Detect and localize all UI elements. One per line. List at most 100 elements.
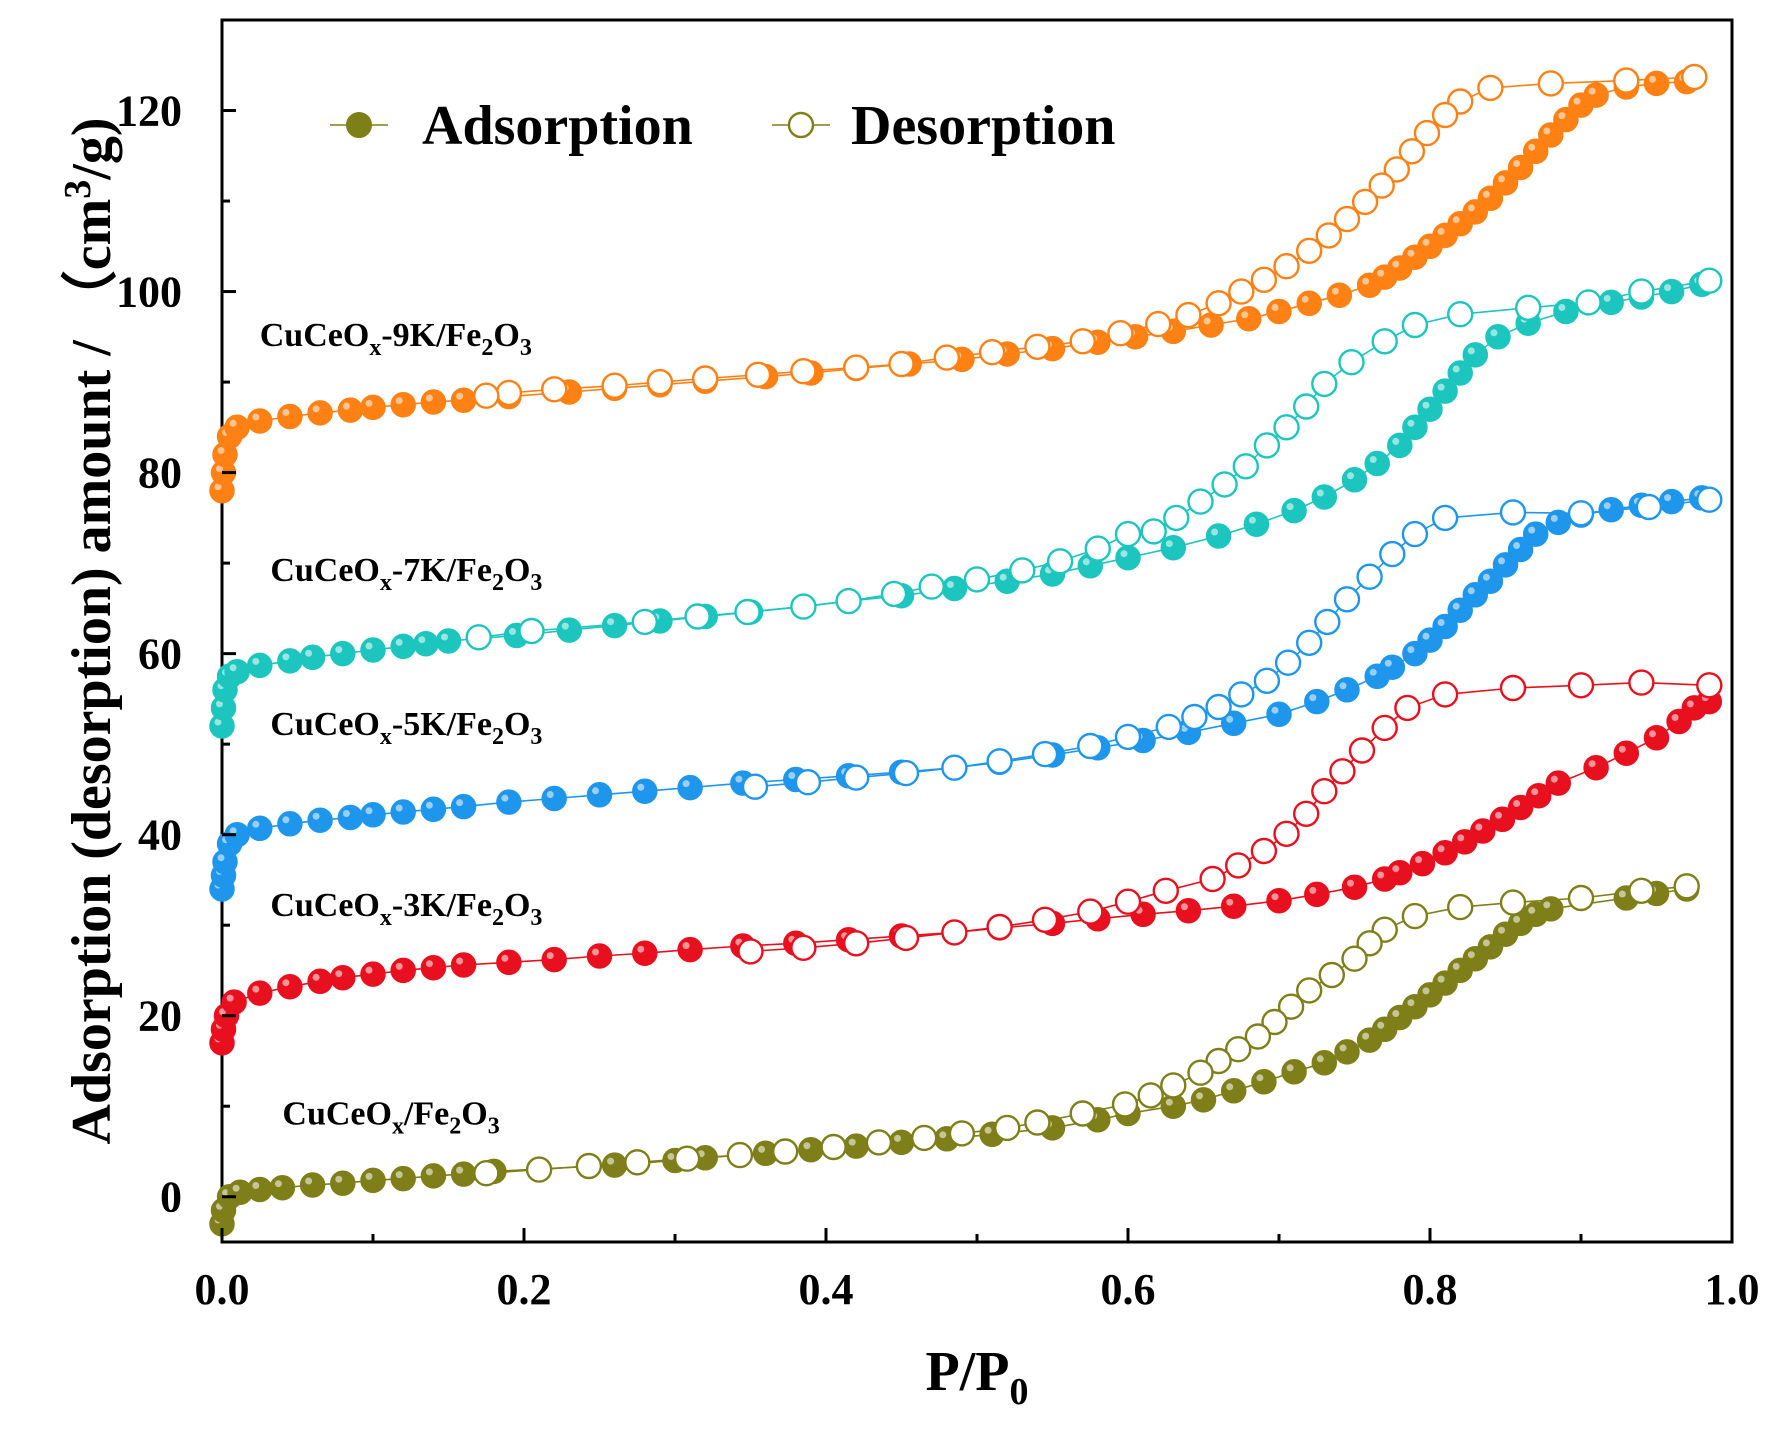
desorption-point bbox=[1567, 672, 1595, 699]
adsorption-point-highlight bbox=[1482, 573, 1490, 581]
adsorption-point-highlight bbox=[252, 657, 260, 665]
desorption-point bbox=[734, 598, 761, 626]
adsorption-point bbox=[450, 793, 477, 820]
series-label-subscript: 2 bbox=[481, 335, 493, 361]
adsorption-point-highlight bbox=[1415, 856, 1422, 864]
desorption-point bbox=[1681, 63, 1708, 91]
series-label: CuCeOx/Fe2O3 bbox=[282, 1095, 499, 1139]
series-label-text: CuCeO bbox=[260, 317, 370, 354]
x-tick-label: 1.0 bbox=[1705, 1265, 1760, 1314]
desorption-point bbox=[1368, 172, 1395, 199]
adsorption-point bbox=[1243, 511, 1270, 537]
series-group bbox=[209, 873, 1700, 1237]
adsorption-point bbox=[330, 1170, 356, 1196]
desorption-point bbox=[1696, 672, 1723, 699]
adsorption-point bbox=[601, 1152, 628, 1178]
desorption-point bbox=[1696, 486, 1723, 513]
adsorption-point bbox=[1522, 521, 1549, 547]
adsorption-point-highlight bbox=[1686, 700, 1694, 708]
adsorption-point-highlight bbox=[1369, 668, 1377, 676]
adsorption-point-highlight bbox=[1316, 1055, 1324, 1063]
desorption-point bbox=[1077, 898, 1104, 925]
adsorption-point-highlight bbox=[682, 780, 690, 788]
adsorption-point bbox=[337, 397, 364, 423]
desorption-point bbox=[1311, 778, 1338, 805]
adsorption-point bbox=[360, 637, 386, 663]
desorption-point bbox=[1446, 301, 1474, 328]
adsorption-point-highlight bbox=[395, 804, 403, 812]
adsorption-point-highlight bbox=[894, 1134, 901, 1142]
adsorption-point-highlight bbox=[312, 973, 320, 981]
adsorption-point bbox=[360, 961, 386, 987]
legend-desorption-marker bbox=[787, 111, 815, 139]
adsorption-point-highlight bbox=[1482, 190, 1490, 198]
desorption-point bbox=[835, 587, 862, 615]
adsorption-point-highlight bbox=[456, 799, 464, 807]
adsorption-point-highlight bbox=[1550, 514, 1558, 522]
desorption-point bbox=[1273, 253, 1300, 280]
desorption-point bbox=[790, 593, 817, 620]
adsorption-point-highlight bbox=[312, 405, 320, 413]
adsorption-point bbox=[435, 628, 462, 654]
series-label-subscript: 2 bbox=[492, 905, 504, 931]
adsorption-point-highlight bbox=[984, 1126, 992, 1134]
adsorption-point bbox=[299, 1172, 326, 1198]
adsorption-point-highlight bbox=[1457, 834, 1465, 842]
adsorption-point bbox=[556, 617, 583, 643]
series-layer: CuCeOx/Fe2O3CuCeOx-3K/Fe2O3CuCeOx-5K/Fe2… bbox=[209, 63, 1723, 1237]
desorption-point bbox=[1477, 74, 1504, 102]
series-label-text: -7K/Fe bbox=[392, 552, 492, 589]
adsorption-point-highlight bbox=[1475, 823, 1483, 831]
adsorption-point bbox=[390, 957, 416, 984]
adsorption-point-highlight bbox=[1271, 893, 1279, 901]
adsorption-point bbox=[307, 400, 333, 426]
desorption-point bbox=[843, 354, 870, 381]
desorption-point bbox=[1211, 471, 1238, 498]
desorption-point bbox=[1398, 138, 1426, 165]
desorption-point bbox=[1499, 889, 1527, 916]
desorption-point bbox=[1401, 520, 1429, 548]
desorption-point bbox=[1031, 740, 1059, 768]
desorption-point bbox=[1187, 1059, 1214, 1086]
adsorption-point-highlight bbox=[1618, 890, 1626, 898]
adsorption-point-highlight bbox=[1452, 602, 1460, 610]
adsorption-point bbox=[1220, 893, 1247, 919]
adsorption-point bbox=[1266, 887, 1292, 914]
desorption-point bbox=[978, 339, 1006, 366]
desorption-point bbox=[888, 350, 915, 378]
legend-desorption-label: Desorption bbox=[851, 95, 1115, 157]
plot-area: CuCeOx/Fe2O3CuCeOx-3K/Fe2O3CuCeOx-5K/Fe2… bbox=[209, 18, 1734, 1244]
adsorption-point bbox=[1485, 324, 1511, 350]
series-label: CuCeOx-3K/Fe2O3 bbox=[270, 887, 542, 931]
adsorption-point-highlight bbox=[667, 1153, 675, 1160]
adsorption-point bbox=[1643, 725, 1670, 751]
desorption-point bbox=[1318, 961, 1346, 989]
desorption-point bbox=[986, 913, 1013, 941]
adsorption-point-highlight bbox=[1467, 587, 1475, 595]
adsorption-point-highlight bbox=[214, 718, 222, 726]
adsorption-point bbox=[1545, 509, 1572, 536]
adsorption-point-highlight bbox=[1437, 383, 1445, 391]
adsorption-point bbox=[277, 648, 303, 674]
desorption-point bbox=[1144, 310, 1172, 338]
adsorption-point-highlight bbox=[607, 1157, 615, 1165]
adsorption-point bbox=[247, 408, 273, 434]
adsorption-point-highlight bbox=[216, 700, 223, 708]
series-label-subscript: 3 bbox=[488, 1113, 500, 1139]
adsorption-point bbox=[632, 778, 658, 804]
adsorption-point-highlight bbox=[1377, 871, 1385, 879]
desorption-point bbox=[1401, 902, 1429, 930]
y-tick-label: 40 bbox=[138, 811, 182, 860]
adsorption-point-highlight bbox=[441, 633, 448, 641]
desorption-point bbox=[892, 924, 920, 952]
adsorption-point-highlight bbox=[1422, 238, 1430, 246]
x-tick-label: 0.0 bbox=[195, 1265, 250, 1314]
adsorption-point bbox=[277, 973, 303, 1000]
adsorption-point bbox=[420, 1163, 447, 1189]
desorption-point bbox=[1273, 414, 1300, 441]
desorption-point bbox=[1137, 1082, 1164, 1109]
desorption-point bbox=[473, 382, 500, 409]
series-label-subscript: 3 bbox=[520, 335, 532, 361]
desorption-point bbox=[790, 934, 817, 961]
desorption-point bbox=[1446, 893, 1474, 921]
